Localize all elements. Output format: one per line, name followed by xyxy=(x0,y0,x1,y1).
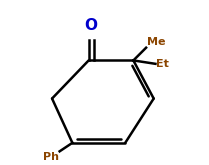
Text: O: O xyxy=(85,18,98,33)
Text: Et: Et xyxy=(156,59,169,69)
Text: Ph: Ph xyxy=(43,152,59,162)
Text: Me: Me xyxy=(147,37,166,47)
